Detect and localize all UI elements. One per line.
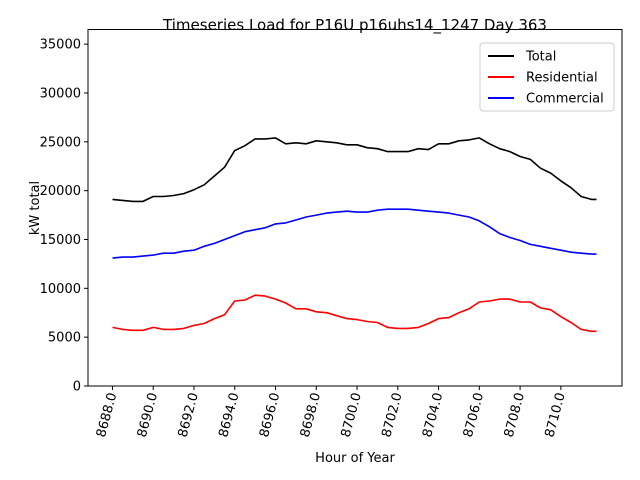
- y-tick-label: 10000: [40, 282, 81, 297]
- x-tick-label: 8702.0: [379, 391, 405, 439]
- x-tick-label: 8698.0: [298, 391, 324, 439]
- legend: Total Residential Commercial: [479, 42, 615, 112]
- x-tick-label: 8700.0: [339, 391, 365, 439]
- y-tick-label: 0: [73, 380, 81, 395]
- x-tick-label: 8696.0: [257, 391, 283, 439]
- y-tick-label: 15000: [40, 233, 81, 248]
- legend-label-commercial: Commercial: [526, 92, 604, 107]
- x-tick-label: 8692.0: [176, 391, 202, 439]
- legend-box: [479, 42, 615, 112]
- y-tick-label: 30000: [40, 86, 81, 101]
- legend-label-total: Total: [525, 50, 556, 65]
- x-tick-label: 8710.0: [542, 391, 568, 439]
- series-layer: [112, 137, 597, 333]
- series-line-total: [112, 137, 597, 203]
- x-tick-label: 8708.0: [502, 391, 528, 439]
- x-tick-label: 8688.0: [94, 391, 120, 439]
- y-tick-label: 20000: [40, 184, 81, 199]
- x-tick-label: 8706.0: [461, 391, 487, 439]
- plot-frame: [87, 29, 623, 387]
- x-tick-label: 8704.0: [420, 391, 446, 439]
- chart-title: Timeseries Load for P16U p16uhs14_1247 D…: [162, 16, 547, 35]
- y-tick-label: 25000: [40, 135, 81, 150]
- y-axis: 0 5000 10000 15000 20000 25000 30000 35000: [40, 38, 88, 395]
- y-tick-label: 35000: [40, 38, 81, 53]
- x-tick-label: 8694.0: [216, 391, 242, 439]
- x-axis: 8688.0 8690.0 8692.0 8694.0 8696.0 8698.0 8700…: [94, 386, 569, 439]
- y-axis-label: kW total: [28, 181, 43, 235]
- x-tick-label: 8690.0: [135, 391, 161, 439]
- y-tick-label: 5000: [48, 331, 81, 346]
- series-line-commercial: [112, 208, 597, 259]
- series-line-residential: [112, 294, 597, 333]
- legend-label-residential: Residential: [526, 71, 598, 86]
- x-axis-label: Hour of Year: [315, 451, 395, 466]
